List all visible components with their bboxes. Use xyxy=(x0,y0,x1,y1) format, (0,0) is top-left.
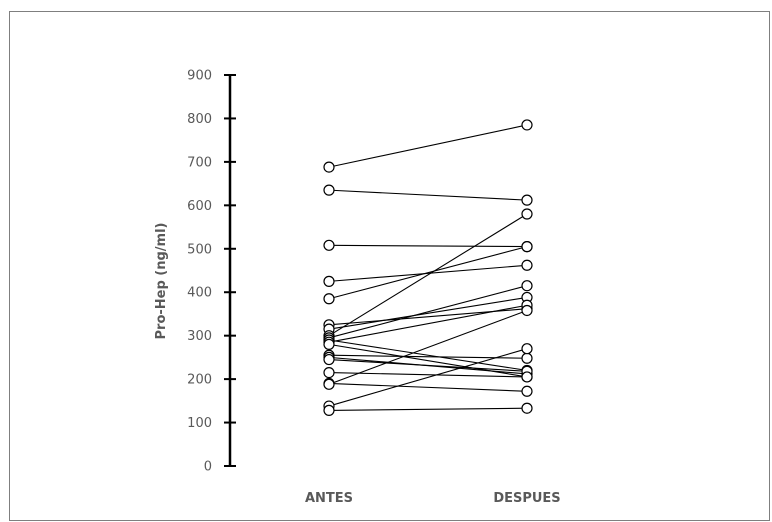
pair-line xyxy=(328,382,528,392)
point-antes xyxy=(323,378,335,390)
point-antes xyxy=(323,184,335,196)
y-tick-label: 300 xyxy=(187,329,212,344)
y-axis: 0 100 200 300 400 500 600 700 800 900 xyxy=(187,69,236,475)
y-tick-label: 700 xyxy=(187,155,212,170)
subject-pair xyxy=(323,208,533,342)
point-despues xyxy=(521,259,533,271)
pair-line xyxy=(328,343,528,378)
chart-frame: Pro-Hep (ng/ml) 0 100 200 300 400 500 600 700 80… xyxy=(9,11,770,521)
subject-pair xyxy=(323,280,533,344)
pair-line xyxy=(328,339,528,371)
paired-line-chart: Pro-Hep (ng/ml) 0 100 200 300 400 500 600 700 80… xyxy=(154,69,561,507)
point-despues xyxy=(521,343,533,355)
subject-pair xyxy=(323,366,533,383)
subject-pair xyxy=(323,291,533,335)
pair-line xyxy=(328,372,528,378)
subject-pair xyxy=(323,239,533,253)
y-tick-label: 600 xyxy=(187,199,212,214)
point-despues xyxy=(521,371,533,383)
subject-pair xyxy=(323,299,533,348)
pair-line xyxy=(328,189,528,201)
y-tick-label: 800 xyxy=(187,112,212,127)
x-category-label: ANTES xyxy=(305,491,353,506)
y-tick-label: 100 xyxy=(187,416,212,431)
pair-line xyxy=(328,407,528,411)
subject-pair xyxy=(323,377,533,397)
point-despues xyxy=(521,241,533,253)
point-despues xyxy=(521,352,533,364)
point-antes xyxy=(323,404,335,416)
y-tick-label: 500 xyxy=(187,242,212,257)
pair-line xyxy=(328,304,528,343)
point-antes xyxy=(323,293,335,305)
point-despues xyxy=(521,385,533,397)
pair-line xyxy=(328,213,528,337)
x-category-label: DESPUES xyxy=(493,491,560,506)
point-despues xyxy=(521,280,533,292)
subject-pair xyxy=(323,184,533,206)
x-axis-categories: ANTES DESPUES xyxy=(305,491,561,506)
pair-line xyxy=(328,124,528,168)
point-antes xyxy=(323,275,335,287)
point-despues xyxy=(521,208,533,220)
point-despues xyxy=(521,304,533,317)
y-tick-label: 900 xyxy=(187,69,212,84)
y-tick-label: 400 xyxy=(187,286,212,301)
pair-line xyxy=(328,285,528,339)
point-despues xyxy=(521,119,533,131)
subject-pair xyxy=(323,303,533,331)
pair-line xyxy=(328,309,528,385)
subject-pair xyxy=(323,241,533,305)
pairs-layer xyxy=(323,119,533,416)
pair-line xyxy=(328,244,528,248)
y-axis-title: Pro-Hep (ng/ml) xyxy=(154,223,169,340)
pair-line xyxy=(328,264,528,282)
point-antes xyxy=(323,239,335,251)
subject-pair xyxy=(323,119,533,173)
subject-pair xyxy=(323,343,533,412)
subject-pair xyxy=(323,259,533,287)
y-tick-label: 200 xyxy=(187,373,212,388)
point-despues xyxy=(521,194,533,206)
y-tick-label: 0 xyxy=(204,460,212,475)
pair-line xyxy=(328,359,528,372)
pair-line xyxy=(328,246,528,300)
point-despues xyxy=(521,402,533,414)
pair-line xyxy=(328,348,528,407)
subject-pair xyxy=(323,304,533,390)
point-antes xyxy=(323,366,335,379)
subject-pair xyxy=(323,402,533,416)
point-antes xyxy=(323,338,335,350)
point-antes xyxy=(323,353,335,366)
point-antes xyxy=(323,161,335,173)
pair-line xyxy=(328,296,528,330)
